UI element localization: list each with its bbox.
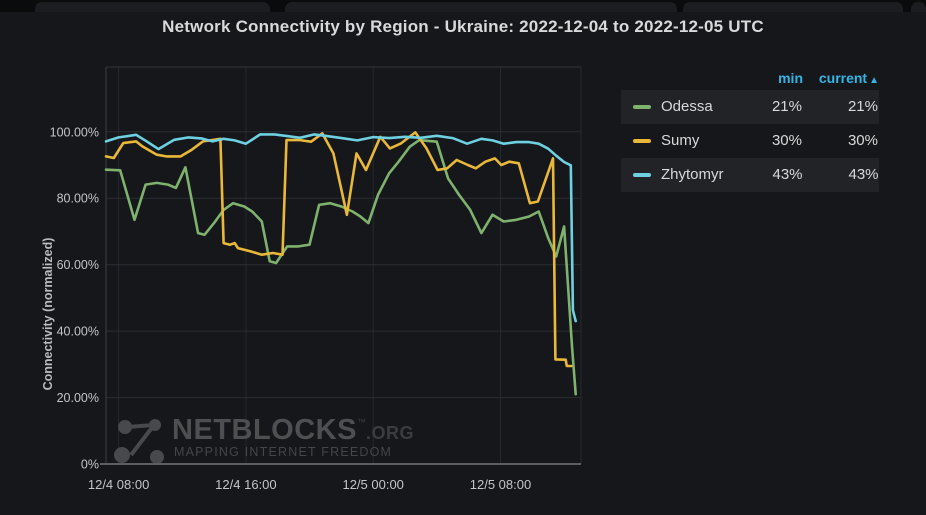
zhytomyr-current-value: 43%	[848, 166, 879, 183]
sumy-current-value: 30%	[847, 132, 878, 149]
y-tick-label: 0%	[81, 458, 99, 472]
series-line-zhytomyr[interactable]	[104, 133, 578, 323]
series-label[interactable]: Zhytomyr	[661, 166, 724, 183]
series-line-odessa[interactable]	[104, 138, 578, 396]
y-tick-label: 60.00%	[57, 258, 99, 272]
top-edge-strip	[0, 0, 926, 12]
top-edge-tab	[683, 2, 903, 12]
y-tick-label: 40.00%	[57, 325, 99, 339]
odessa-swatch-icon	[633, 105, 651, 109]
legend-sort-current[interactable]: current ▲	[803, 68, 879, 91]
legend-item-zhytomyr[interactable]: Zhytomyr 43% 43%	[621, 158, 879, 192]
odessa-current-value: 21%	[847, 98, 878, 115]
top-edge-tab	[35, 2, 270, 12]
legend: min current ▲ Odessa 21% 21% Sumy 30% 30%…	[621, 68, 879, 192]
legend-item-odessa[interactable]: Odessa 21% 21%	[621, 90, 879, 124]
x-tick-label: 12/4 16:00	[215, 477, 276, 492]
series-line-sumy[interactable]	[104, 131, 573, 368]
legend-sort-min[interactable]: min	[778, 70, 803, 86]
sumy-swatch-icon	[633, 139, 651, 143]
top-edge-tab	[911, 2, 926, 12]
y-tick-label: 20.00%	[57, 391, 99, 405]
zhytomyr-swatch-icon	[633, 173, 651, 177]
sort-asc-icon: ▲	[869, 75, 879, 86]
x-tick-label: 12/5 08:00	[470, 477, 531, 492]
zhytomyr-min-value: 43%	[772, 166, 803, 183]
y-tick-label: 100.00%	[50, 125, 99, 139]
sumy-min-value: 30%	[771, 132, 802, 149]
series-label[interactable]: Sumy	[661, 132, 700, 149]
panel-title: Network Connectivity by Region - Ukraine…	[162, 17, 764, 36]
y-tick-label: 80.00%	[57, 192, 99, 206]
legend-header: min current ▲	[621, 68, 879, 90]
legend-sort-current-label: current	[818, 70, 868, 86]
odessa-min-value: 21%	[771, 98, 802, 115]
top-edge-tab	[285, 2, 677, 12]
x-tick-label: 12/4 08:00	[88, 477, 149, 492]
legend-item-sumy[interactable]: Sumy 30% 30%	[621, 124, 879, 158]
series-label[interactable]: Odessa	[661, 98, 713, 115]
x-tick-label: 12/5 00:00	[342, 477, 403, 492]
